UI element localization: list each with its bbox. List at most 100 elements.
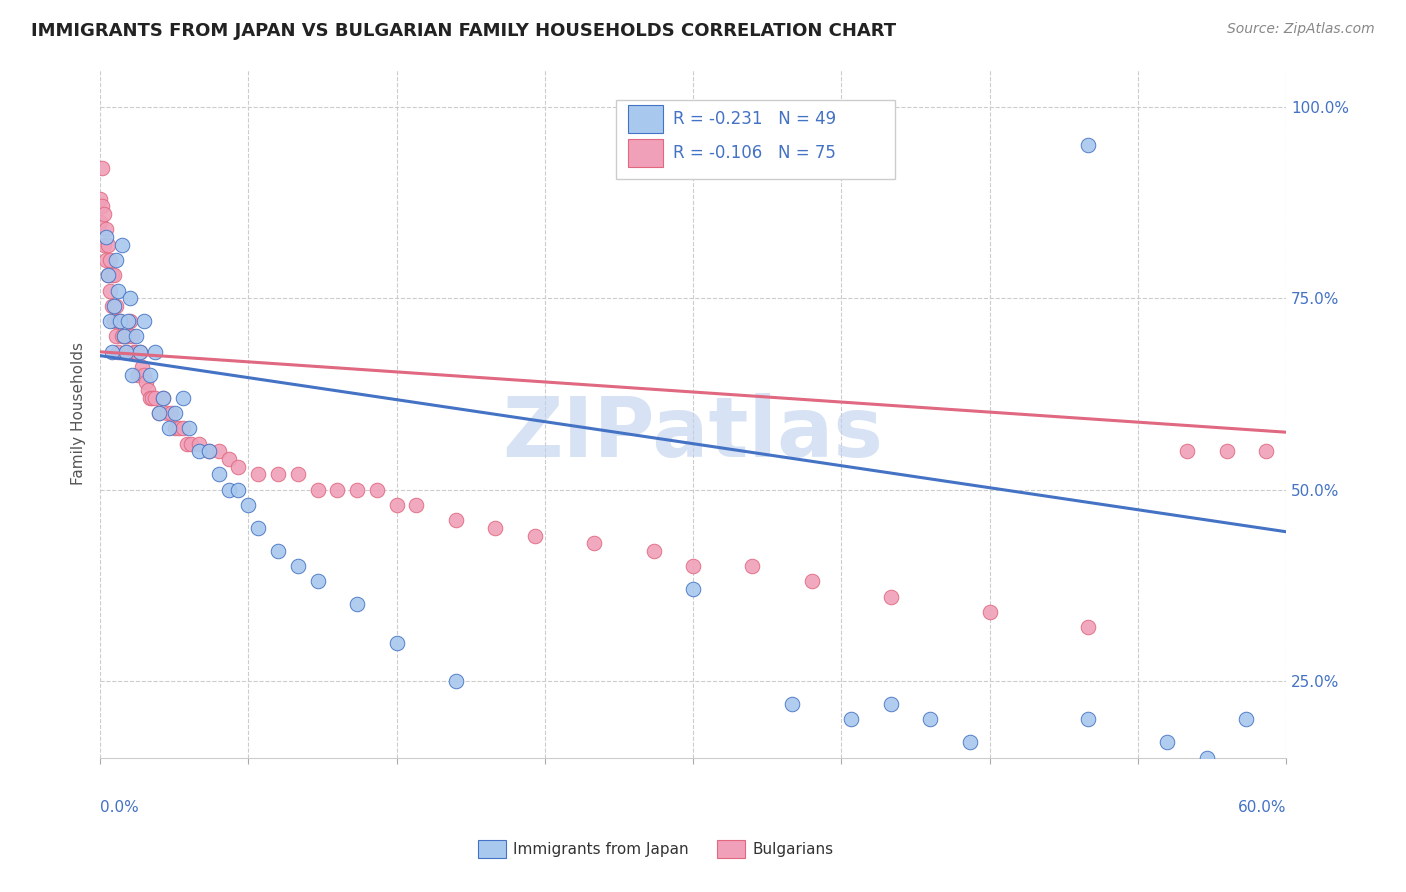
Point xyxy=(114,344,136,359)
Point xyxy=(484,521,506,535)
Point xyxy=(682,559,704,574)
Point xyxy=(103,299,125,313)
Point xyxy=(218,452,240,467)
Point xyxy=(385,636,408,650)
Point xyxy=(108,314,131,328)
Text: ZIPatlas: ZIPatlas xyxy=(502,393,883,475)
Point xyxy=(103,268,125,283)
Point xyxy=(444,673,467,688)
Point xyxy=(145,391,167,405)
Point xyxy=(152,391,174,405)
Point xyxy=(1236,712,1258,726)
Point xyxy=(104,252,127,267)
Point xyxy=(208,444,231,458)
Point xyxy=(287,559,309,574)
Point xyxy=(104,299,127,313)
Point xyxy=(97,268,120,283)
Point xyxy=(128,344,150,359)
Point xyxy=(145,344,167,359)
Point xyxy=(132,368,155,382)
Text: R = -0.106   N = 75: R = -0.106 N = 75 xyxy=(673,145,835,162)
Point xyxy=(132,314,155,328)
Point xyxy=(103,314,125,328)
Point xyxy=(97,268,120,283)
Text: Bulgarians: Bulgarians xyxy=(752,842,834,856)
Point xyxy=(152,391,174,405)
Point xyxy=(979,605,1001,619)
Point xyxy=(180,436,202,450)
Point xyxy=(114,344,136,359)
Point xyxy=(135,376,157,390)
Point xyxy=(104,329,127,343)
Point xyxy=(94,230,117,244)
Point xyxy=(101,268,124,283)
Point xyxy=(165,406,187,420)
Point xyxy=(156,406,179,420)
Point xyxy=(1077,620,1099,634)
Point xyxy=(160,406,183,420)
Point xyxy=(117,329,139,343)
Point xyxy=(444,513,467,527)
Point xyxy=(346,598,368,612)
Point xyxy=(94,222,117,236)
Point xyxy=(93,207,115,221)
Point xyxy=(839,712,862,726)
Point xyxy=(125,344,148,359)
Point xyxy=(307,483,329,497)
Point xyxy=(91,161,114,175)
Point xyxy=(326,483,349,497)
Point xyxy=(165,421,187,435)
Point xyxy=(1195,750,1218,764)
Point xyxy=(91,199,114,213)
Point xyxy=(1077,712,1099,726)
Point xyxy=(138,368,160,382)
Point xyxy=(112,329,135,343)
Point xyxy=(741,559,763,574)
Point xyxy=(127,368,149,382)
FancyBboxPatch shape xyxy=(616,100,894,178)
Point xyxy=(187,436,209,450)
Point xyxy=(267,544,290,558)
Point xyxy=(101,344,124,359)
Point xyxy=(172,421,194,435)
Point xyxy=(198,444,221,458)
Point xyxy=(94,252,117,267)
Point xyxy=(643,544,665,558)
Point xyxy=(780,697,803,711)
Point xyxy=(198,444,221,458)
Point xyxy=(89,192,111,206)
FancyBboxPatch shape xyxy=(628,105,664,133)
Point xyxy=(89,214,111,228)
Point xyxy=(157,421,180,435)
Point xyxy=(112,329,135,343)
Text: 0.0%: 0.0% xyxy=(100,800,139,814)
Point xyxy=(879,590,901,604)
Point xyxy=(247,521,270,535)
Point xyxy=(920,712,942,726)
Point xyxy=(101,299,124,313)
Point xyxy=(148,406,170,420)
Point xyxy=(136,383,159,397)
Point xyxy=(287,467,309,482)
Point xyxy=(141,391,163,405)
Point xyxy=(800,574,823,589)
Point xyxy=(405,498,427,512)
Text: 60.0%: 60.0% xyxy=(1237,800,1286,814)
Point xyxy=(98,314,121,328)
Point xyxy=(108,314,131,328)
Point xyxy=(117,314,139,328)
Point xyxy=(959,735,981,749)
Point xyxy=(1077,138,1099,153)
Point xyxy=(879,697,901,711)
Point xyxy=(307,574,329,589)
Point xyxy=(122,344,145,359)
Point xyxy=(218,483,240,497)
Y-axis label: Family Households: Family Households xyxy=(72,342,86,484)
Point xyxy=(1256,444,1278,458)
Point xyxy=(1156,735,1178,749)
Point xyxy=(247,467,270,482)
Point xyxy=(138,391,160,405)
Point xyxy=(228,459,250,474)
Point xyxy=(107,284,129,298)
Point xyxy=(385,498,408,512)
